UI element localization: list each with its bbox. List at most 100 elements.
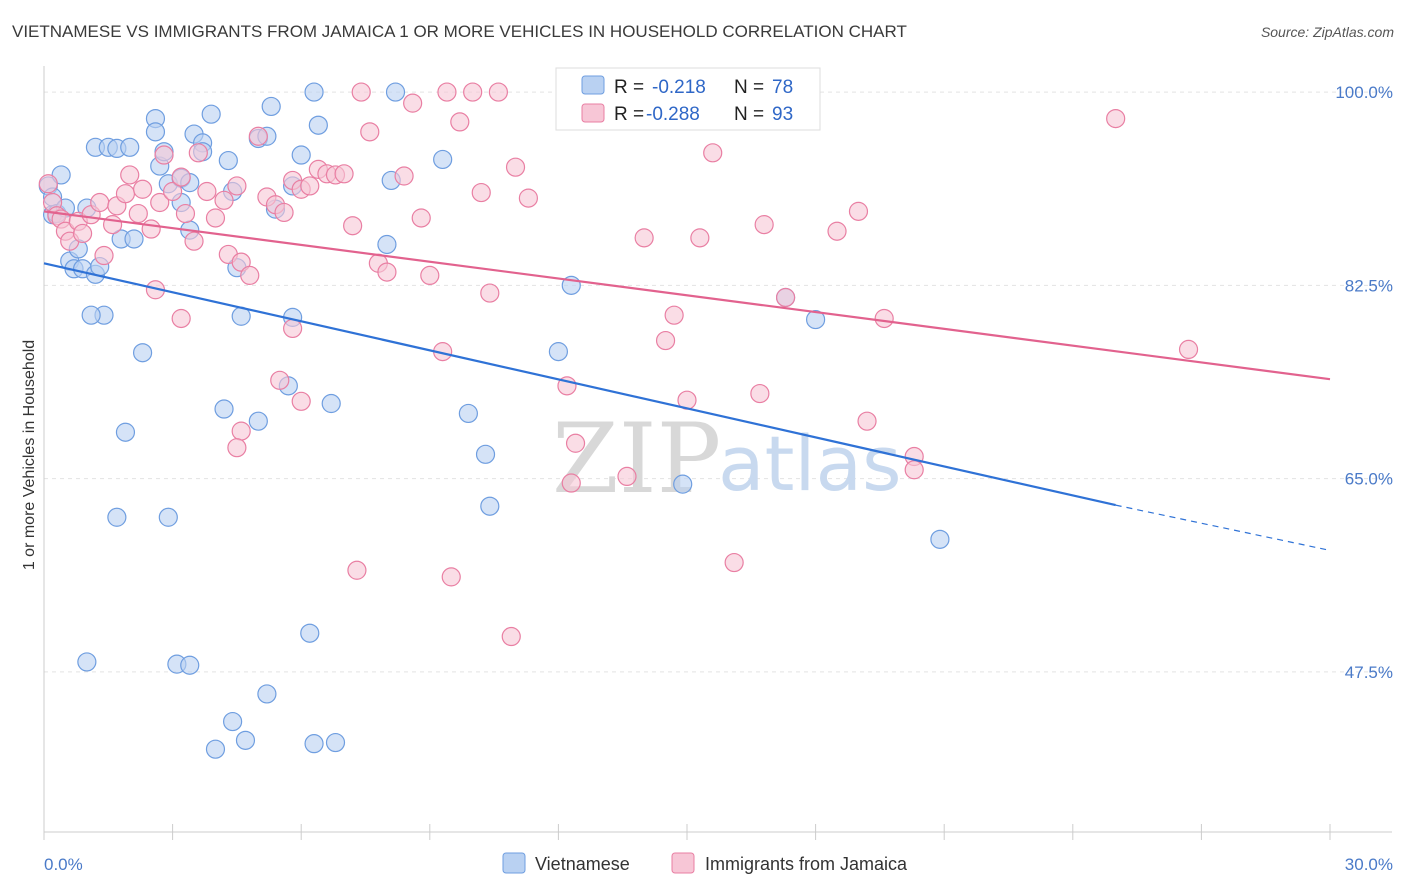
data-point [197,181,217,202]
data-point [90,192,110,213]
watermark-zip: ZIP [552,403,721,515]
x-tick-label: 30.0% [1345,855,1393,874]
data-point [201,104,221,124]
data-point [394,166,414,186]
x-tick-labels: 0.0% 30.0% [44,855,1393,874]
data-point [673,474,693,494]
data-point [411,208,431,228]
data-point [857,411,877,431]
data-point [377,234,397,255]
legend-r-label-vietnamese: R = [614,77,644,98]
watermark-atlas: atlas [718,419,902,508]
data-point [274,202,294,223]
data-point [724,552,744,573]
data-point [458,403,478,424]
data-point [848,201,869,221]
data-point [235,730,256,750]
data-point [171,167,191,187]
data-point [360,122,380,142]
data-point [351,82,371,102]
data-point [171,308,191,329]
legend-r-label-jamaica: R = [614,104,644,125]
data-point [565,433,586,453]
series-jamaica [38,82,1199,647]
source-label: Source: ZipAtlas.com [1260,24,1394,40]
bottom-legend-label-vietnamese: Vietnamese [535,854,630,874]
data-point [231,421,251,441]
data-point [664,305,684,325]
data-point [102,215,123,235]
data-point [300,623,320,643]
data-point [240,265,260,286]
data-point [325,732,346,753]
data-point [141,219,161,239]
data-point [124,229,144,249]
data-point [548,342,569,362]
y-tick-label: 100.0% [1335,83,1393,102]
data-point [475,444,496,464]
bottom-legend-swatch-vietnamese [502,852,526,874]
legend-swatch-vietnamese [581,75,605,95]
data-point [163,181,183,202]
data-point [107,507,127,527]
trend-lines [43,210,1331,551]
data-point [227,176,247,196]
data-point [248,126,268,146]
data-point [488,82,508,102]
data-point [115,184,136,204]
bottom-legend-label-jamaica: Immigrants from Jamaica [705,854,908,874]
data-point [291,391,311,411]
data-point [72,223,93,244]
data-point [145,122,166,142]
trend-line-extension [1115,504,1331,551]
legend-n-value-jamaica: 93 [772,104,793,125]
y-tick-label: 82.5% [1345,276,1393,295]
data-point [304,734,324,754]
data-point [132,343,153,363]
data-point [158,507,178,527]
data-point [377,262,397,282]
trend-line [43,210,1331,381]
data-point [403,93,423,113]
data-point [115,422,136,442]
watermark: ZIP atlas [552,403,902,515]
data-point [77,652,97,672]
y-tick-label: 65.0% [1345,470,1393,489]
data-point [94,245,114,266]
data-point [308,115,328,135]
bottom-legend-swatch-jamaica [671,852,695,874]
data-point [1106,108,1126,129]
data-point [257,684,277,704]
data-point [334,164,354,184]
data-point [874,308,894,329]
data-point [188,143,208,163]
data-point [471,182,491,203]
data-point [343,216,363,236]
data-point [223,711,243,732]
legend-n-label-vietnamese: N = [734,77,764,98]
x-tick-label: 0.0% [44,855,83,874]
data-point [634,228,654,248]
data-point [128,203,148,224]
data-point [505,157,526,177]
legend-r-value-jamaica: -0.288 [646,104,700,125]
data-point [270,370,290,390]
data-point [154,145,174,165]
legend-n-label-jamaica: N = [734,104,764,125]
data-point [754,215,774,235]
data-point [617,466,637,486]
data-point [205,739,226,759]
data-point [420,265,440,286]
data-point [321,393,341,414]
data-point [180,655,200,675]
data-point [385,82,406,102]
data-point [81,305,101,325]
data-point [304,82,324,102]
legend-n-value-vietnamese: 78 [772,77,793,98]
legend-swatch-jamaica [581,103,605,123]
data-point [1178,339,1199,359]
y-tick-label: 47.5% [1345,663,1393,682]
data-point [501,626,521,647]
data-point [480,496,500,516]
